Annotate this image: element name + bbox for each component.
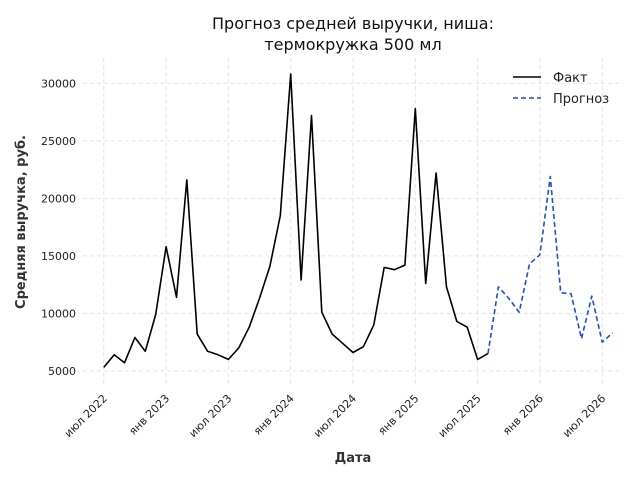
y-tick-label: 30000 bbox=[41, 77, 76, 90]
y-tick-label: 20000 bbox=[41, 192, 76, 205]
y-tick-label: 15000 bbox=[41, 250, 76, 263]
legend-label-forecast: Прогноз bbox=[553, 92, 609, 107]
y-tick-label: 10000 bbox=[41, 307, 76, 320]
gridlines bbox=[83, 58, 623, 387]
series-lines bbox=[103, 73, 614, 368]
series-line-fact bbox=[103, 73, 489, 368]
x-tick-label: июл 2023 bbox=[186, 392, 234, 440]
y-axis-ticks: 5000 10000 15000 20000 25000 30000 bbox=[41, 77, 76, 378]
legend-label-fact: Факт bbox=[553, 71, 588, 86]
x-axis-ticks: июл 2022 янв 2023 июл 2023 янв 2024 июл 2024… bbox=[62, 392, 609, 440]
y-axis-label: Средняя выручка, руб. bbox=[14, 135, 29, 309]
x-tick-label: янв 2023 bbox=[126, 392, 172, 438]
x-tick-label: июл 2026 bbox=[560, 392, 608, 440]
x-tick-label: июл 2025 bbox=[436, 392, 484, 440]
legend: Факт Прогноз bbox=[513, 71, 609, 107]
chart-title-line-1: Прогноз средней выручки, ниша: bbox=[212, 14, 494, 33]
series-line-forecast bbox=[487, 175, 614, 354]
x-axis-label: Дата bbox=[335, 451, 372, 466]
y-tick-label: 5000 bbox=[48, 365, 76, 378]
x-tick-label: янв 2024 bbox=[251, 392, 297, 438]
y-tick-label: 25000 bbox=[41, 135, 76, 148]
x-tick-label: янв 2026 bbox=[500, 392, 546, 438]
x-tick-label: июл 2022 bbox=[62, 392, 110, 440]
x-tick-label: июл 2024 bbox=[311, 392, 359, 440]
x-tick-label: янв 2025 bbox=[376, 392, 422, 438]
chart-title-line-2: термокружка 500 мл bbox=[264, 35, 441, 54]
